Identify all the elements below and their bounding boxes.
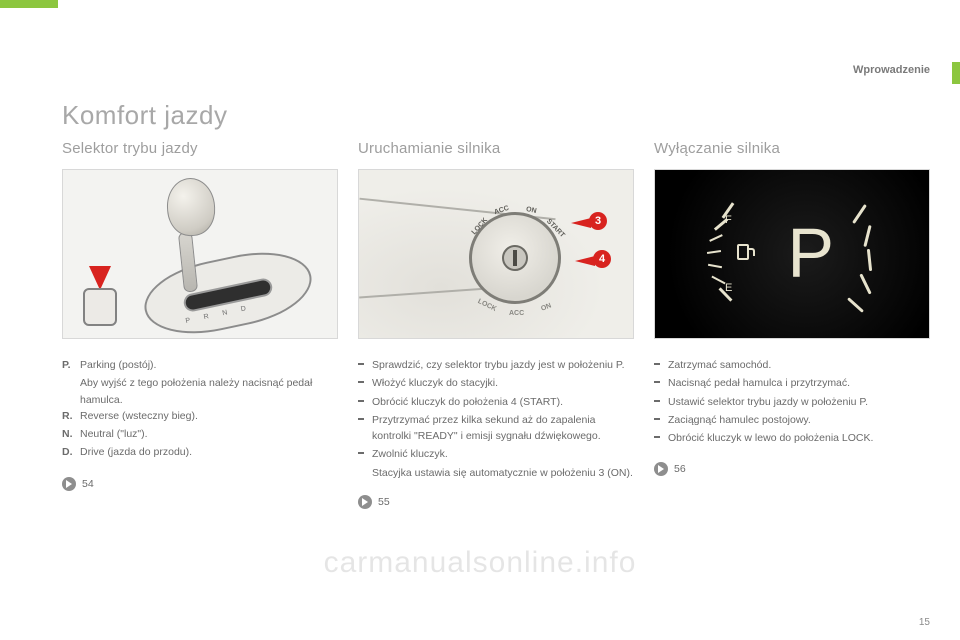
watermark: carmanualsonline.info <box>0 546 960 580</box>
page-title: Komfort jazdy <box>62 100 227 131</box>
ign-label-on: ON <box>525 206 537 215</box>
accent-bar <box>0 0 58 8</box>
def-key: D. <box>62 444 80 460</box>
def-sub: Aby wyjść z tego położenia należy nacisn… <box>80 375 338 408</box>
def-key: R. <box>62 408 80 424</box>
pageref-number: 54 <box>82 478 94 490</box>
bullet: Ustawić selektor trybu jazdy w położeniu… <box>654 394 930 410</box>
columns: Selektor trybu jazdy P R N D P.Parking (… <box>62 140 930 509</box>
bullet: Przytrzymać przez kilka sekund aż do zap… <box>358 412 634 445</box>
def-val: Reverse (wsteczny bieg). <box>80 408 198 424</box>
pageref-icon <box>654 462 668 476</box>
pageref: 56 <box>654 462 930 476</box>
col3-title: Wyłączanie silnika <box>654 140 930 157</box>
def-val: Parking (postój). <box>80 357 156 373</box>
pageref: 54 <box>62 477 338 491</box>
pageref-icon <box>62 477 76 491</box>
page-number: 15 <box>919 617 930 628</box>
bullet: Zatrzymać samochód. <box>654 357 930 373</box>
col1-title: Selektor trybu jazdy <box>62 140 338 157</box>
col3-bullets: Zatrzymać samochód. Nacisnąć pedał hamul… <box>654 357 930 448</box>
marker-3: 3 <box>589 212 607 230</box>
bullet: Włożyć kluczyk do stacyjki. <box>358 375 634 391</box>
col2-bullets: Sprawdzić, czy selektor trybu jazdy jest… <box>358 357 634 481</box>
def-key: P. <box>62 357 80 373</box>
bullet: Nacisnąć pedał hamulca i przytrzymać. <box>654 375 930 391</box>
breadcrumb: Wprowadzenie <box>853 64 930 76</box>
pageref-number: 56 <box>674 463 686 475</box>
marker-4: 4 <box>593 250 611 268</box>
marker-arrow-3 <box>571 218 591 228</box>
bullet-tail: Stacyjka ustawia się automatycznie w poł… <box>358 465 634 481</box>
bullet: Zwolnić kluczyk. <box>358 446 634 462</box>
illus-display: F E P <box>654 169 930 339</box>
ign-label-acc-b: ACC <box>509 310 524 317</box>
ignition-ring: LOCK ACC ON START <box>469 212 561 304</box>
bullet: Obrócić kluczyk do położenia 4 (START). <box>358 394 634 410</box>
illus-gear-selector: P R N D <box>62 169 338 339</box>
fuel-pump-icon <box>737 242 755 262</box>
col2-title: Uruchamianie silnika <box>358 140 634 157</box>
pageref-icon <box>358 495 372 509</box>
bullet: Sprawdzić, czy selektor trybu jazdy jest… <box>358 357 634 373</box>
ignition-slot <box>502 245 528 271</box>
def-val: Drive (jazda do przodu). <box>80 444 192 460</box>
pageref: 55 <box>358 495 634 509</box>
display-letter: P <box>787 212 834 292</box>
illus-ignition: LOCK ACC ON START LOCK ACC ON 3 4 <box>358 169 634 339</box>
def-val: Neutral ("luz"). <box>80 426 148 442</box>
gauge-full: F <box>725 214 732 226</box>
brake-pedal-icon <box>75 266 125 326</box>
col1-definitions: P.Parking (postój). Aby wyjść z tego poł… <box>62 357 338 463</box>
shifter-knob <box>165 176 217 237</box>
gauge-empty: E <box>725 282 732 294</box>
col-start: Uruchamianie silnika LOCK ACC ON START L… <box>358 140 634 509</box>
marker-arrow-4 <box>575 256 595 266</box>
def-key: N. <box>62 426 80 442</box>
side-accent <box>952 62 960 84</box>
col-stop: Wyłączanie silnika F E <box>654 140 930 509</box>
pageref-number: 55 <box>378 496 390 508</box>
bullet: Obrócić kluczyk w lewo do położenia LOCK… <box>654 430 930 446</box>
col-selector: Selektor trybu jazdy P R N D P.Parking (… <box>62 140 338 509</box>
bullet: Zaciągnąć hamulec postojowy. <box>654 412 930 428</box>
